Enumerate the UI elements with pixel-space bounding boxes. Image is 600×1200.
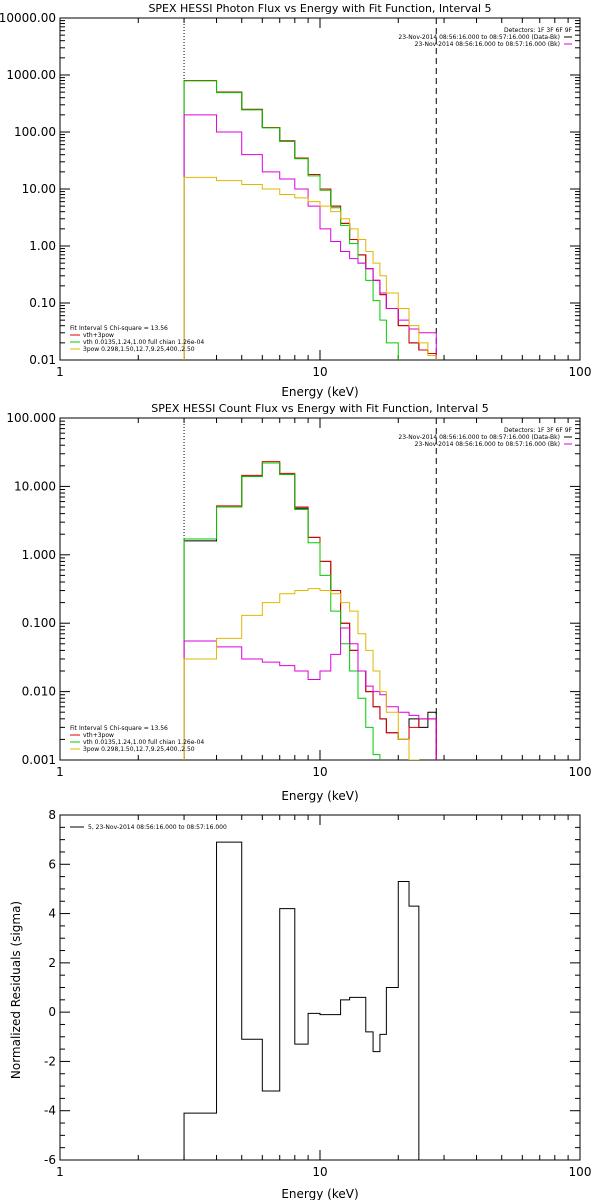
y-tick-label: 0.10 [29, 296, 56, 310]
series-line [183, 80, 437, 360]
plot-frame [59, 814, 581, 1161]
y-tick-label: 0.001 [22, 753, 56, 767]
legend-entry: 23-Nov-2014 08:56:16.000 to 08:57:16.000… [415, 441, 560, 448]
x-tick-label: 10 [312, 1165, 327, 1179]
legend-title: Fit Interval 5 Chi-square = 13.56 [70, 325, 168, 332]
y-tick-label: 10.000 [14, 479, 56, 493]
panel2-title: SPEX HESSI Count Flux vs Energy with Fit… [151, 402, 488, 415]
panel2-xlabel: Energy (keV) [281, 789, 358, 803]
y-tick-label: 0.010 [22, 685, 56, 699]
legend-entry: 5, 23-Nov-2014 08:56:16.000 to 08:57:16.… [88, 824, 227, 831]
y-tick-label: 0.100 [22, 616, 56, 630]
y-tick-label: -6 [44, 1153, 56, 1167]
panel3-plot: 1 10 100 -6 -4 -2 0 2 4 6 8 5, 23-Nov-2014 08:56:16… [44, 808, 591, 1179]
x-tick-label: 100 [569, 1165, 592, 1179]
x-tick-label: 100 [569, 765, 592, 779]
panel2-plot: 1 10 100 0.001 0.010 0.100 1.000 10.000 100.000 D… [6, 411, 592, 779]
photon-flux-panel: SPEX HESSI Photon Flux vs Energy with Fi… [0, 2, 591, 399]
legend-entry: 23-Nov-2014 08:56:16.000 to 08:57:16.000… [398, 34, 560, 41]
y-tick-label: 100.000 [6, 411, 56, 425]
series-line [183, 588, 437, 760]
series-group [183, 80, 437, 360]
legend-entry: 3pow 0.298,1.50,12.7,9.25,400.,2.50 [83, 346, 195, 353]
y-tick-label: 10.00 [22, 182, 56, 196]
legend-entry: vth 0.0135,1.24,1.00 full chian 1.26e-04 [83, 739, 204, 746]
y-tick-label: 2 [48, 956, 56, 970]
x-tick-label: 1 [56, 765, 64, 779]
x-tick-label: 10 [312, 365, 327, 379]
y-tick-label: 1.00 [29, 239, 56, 253]
legend-entry: vth 0.0135,1.24,1.00 full chian 1.26e-04 [83, 339, 204, 346]
y-tick-label: 100.00 [14, 125, 56, 139]
y-tick-label: -4 [44, 1104, 56, 1118]
x-tick-label: 100 [569, 365, 592, 379]
series-group [183, 461, 437, 760]
series-line [183, 176, 437, 360]
x-tick-label: 1 [56, 1165, 64, 1179]
y-tick-label: -2 [44, 1054, 56, 1068]
y-tick-label: 1000.00 [6, 68, 56, 82]
legend-entry: vth+3pow [83, 332, 114, 339]
y-tick-label: 4 [48, 907, 56, 921]
x-tick-label: 10 [312, 765, 327, 779]
panel1-title: SPEX HESSI Photon Flux vs Energy with Fi… [148, 2, 491, 15]
panel1-xlabel: Energy (keV) [281, 385, 358, 399]
panel3-ylabel: Normalized Residuals (sigma) [9, 901, 23, 1079]
series-line [183, 627, 437, 760]
legend-title: Detectors: 1F 3F 6F 9F [504, 427, 573, 434]
series-line [183, 462, 437, 760]
legend-title: Fit Interval 5 Chi-square = 13.56 [70, 725, 168, 732]
y-tick-label: 6 [48, 857, 56, 871]
y-tick-label: 8 [48, 808, 56, 822]
panel1-plot: 1 10 100 0.01 0.10 1.00 10.00 100.00 1000.00 1000… [0, 11, 591, 379]
residuals-panel: 1 10 100 -6 -4 -2 0 2 4 6 8 5, 23-Nov-2014 08:56:16… [9, 808, 591, 1200]
series-line [183, 841, 420, 1160]
series-line [183, 114, 437, 360]
x-tick-label: 1 [56, 365, 64, 379]
legend-title: Detectors: 1F 3F 6F 9F [504, 27, 573, 34]
legend-entry: 23-Nov-2014 08:56:16.000 to 08:57:16.000… [398, 434, 560, 441]
legend-entry: 3pow 0.298,1.50,12.7,9.25,400.,2.50 [83, 746, 195, 753]
y-tick-label: 0 [48, 1005, 56, 1019]
series-group [183, 841, 420, 1160]
legend-entry: vth+3pow [83, 732, 114, 739]
y-tick-label: 10000.00 [0, 11, 56, 25]
count-flux-panel: SPEX HESSI Count Flux vs Energy with Fit… [6, 402, 591, 803]
y-tick-label: 0.01 [29, 353, 56, 367]
panel3-xlabel: Energy (keV) [281, 1187, 358, 1200]
legend-entry: 23-Nov-2014 08:56:16.000 to 08:57:16.000… [415, 41, 560, 48]
y-tick-label: 1.000 [22, 548, 56, 562]
